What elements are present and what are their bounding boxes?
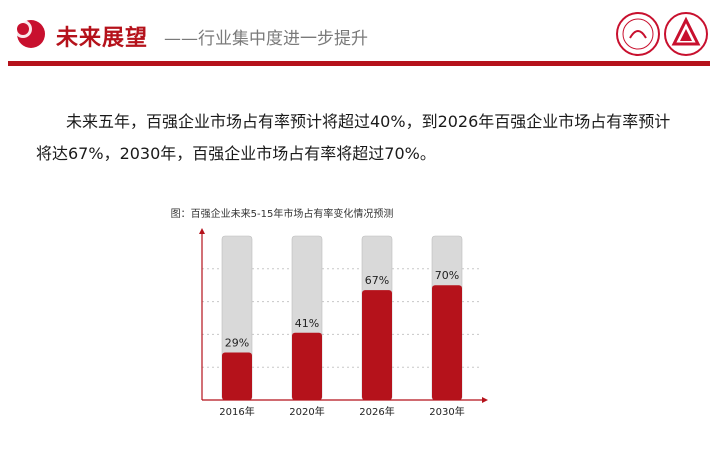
y-axis-arrow xyxy=(199,228,205,234)
x-tick-label: 2026年 xyxy=(359,405,394,418)
bar-chart: 图：百强企业未来5-15年市场占有率变化情况预测 29% 41% 67% 70% 20… xyxy=(171,207,488,418)
x-tick-label: 2030年 xyxy=(429,405,464,418)
data-label: 41% xyxy=(295,317,319,330)
value-bars xyxy=(222,285,462,400)
data-label: 29% xyxy=(225,336,249,349)
background-bars xyxy=(221,235,463,401)
logo-icon xyxy=(14,20,45,48)
x-axis-arrow xyxy=(482,397,488,403)
body-paragraph: 未来五年，百强企业市场占有率预计将超过40%，到2026年百强企业市场占有率预计… xyxy=(36,112,671,163)
bar xyxy=(292,332,322,400)
chart-title: 图：百强企业未来5-15年市场占有率变化情况预测 xyxy=(171,207,394,220)
bar xyxy=(432,285,462,400)
data-label: 67% xyxy=(365,274,389,287)
page-subtitle: ——行业集中度进一步提升 xyxy=(164,29,368,49)
data-label: 70% xyxy=(435,269,459,282)
bar xyxy=(362,290,392,400)
bar xyxy=(222,352,252,400)
header: 未来展望 ——行业集中度进一步提升 xyxy=(0,0,718,66)
x-tick-label: 2020年 xyxy=(289,405,324,418)
x-tick-label: 2016年 xyxy=(219,405,254,418)
chart: 图：百强企业未来5-15年市场占有率变化情况预测 29% 41% 67% 70% 20… xyxy=(171,200,490,430)
header-divider xyxy=(8,61,710,66)
emblem-logos-icon xyxy=(616,12,708,56)
page-title: 未来展望 xyxy=(56,26,149,51)
x-tick-labels: 2016年 2020年 2026年 2030年 xyxy=(219,405,464,418)
chart-axes xyxy=(199,228,488,403)
data-labels: 29% 41% 67% 70% xyxy=(225,269,459,349)
